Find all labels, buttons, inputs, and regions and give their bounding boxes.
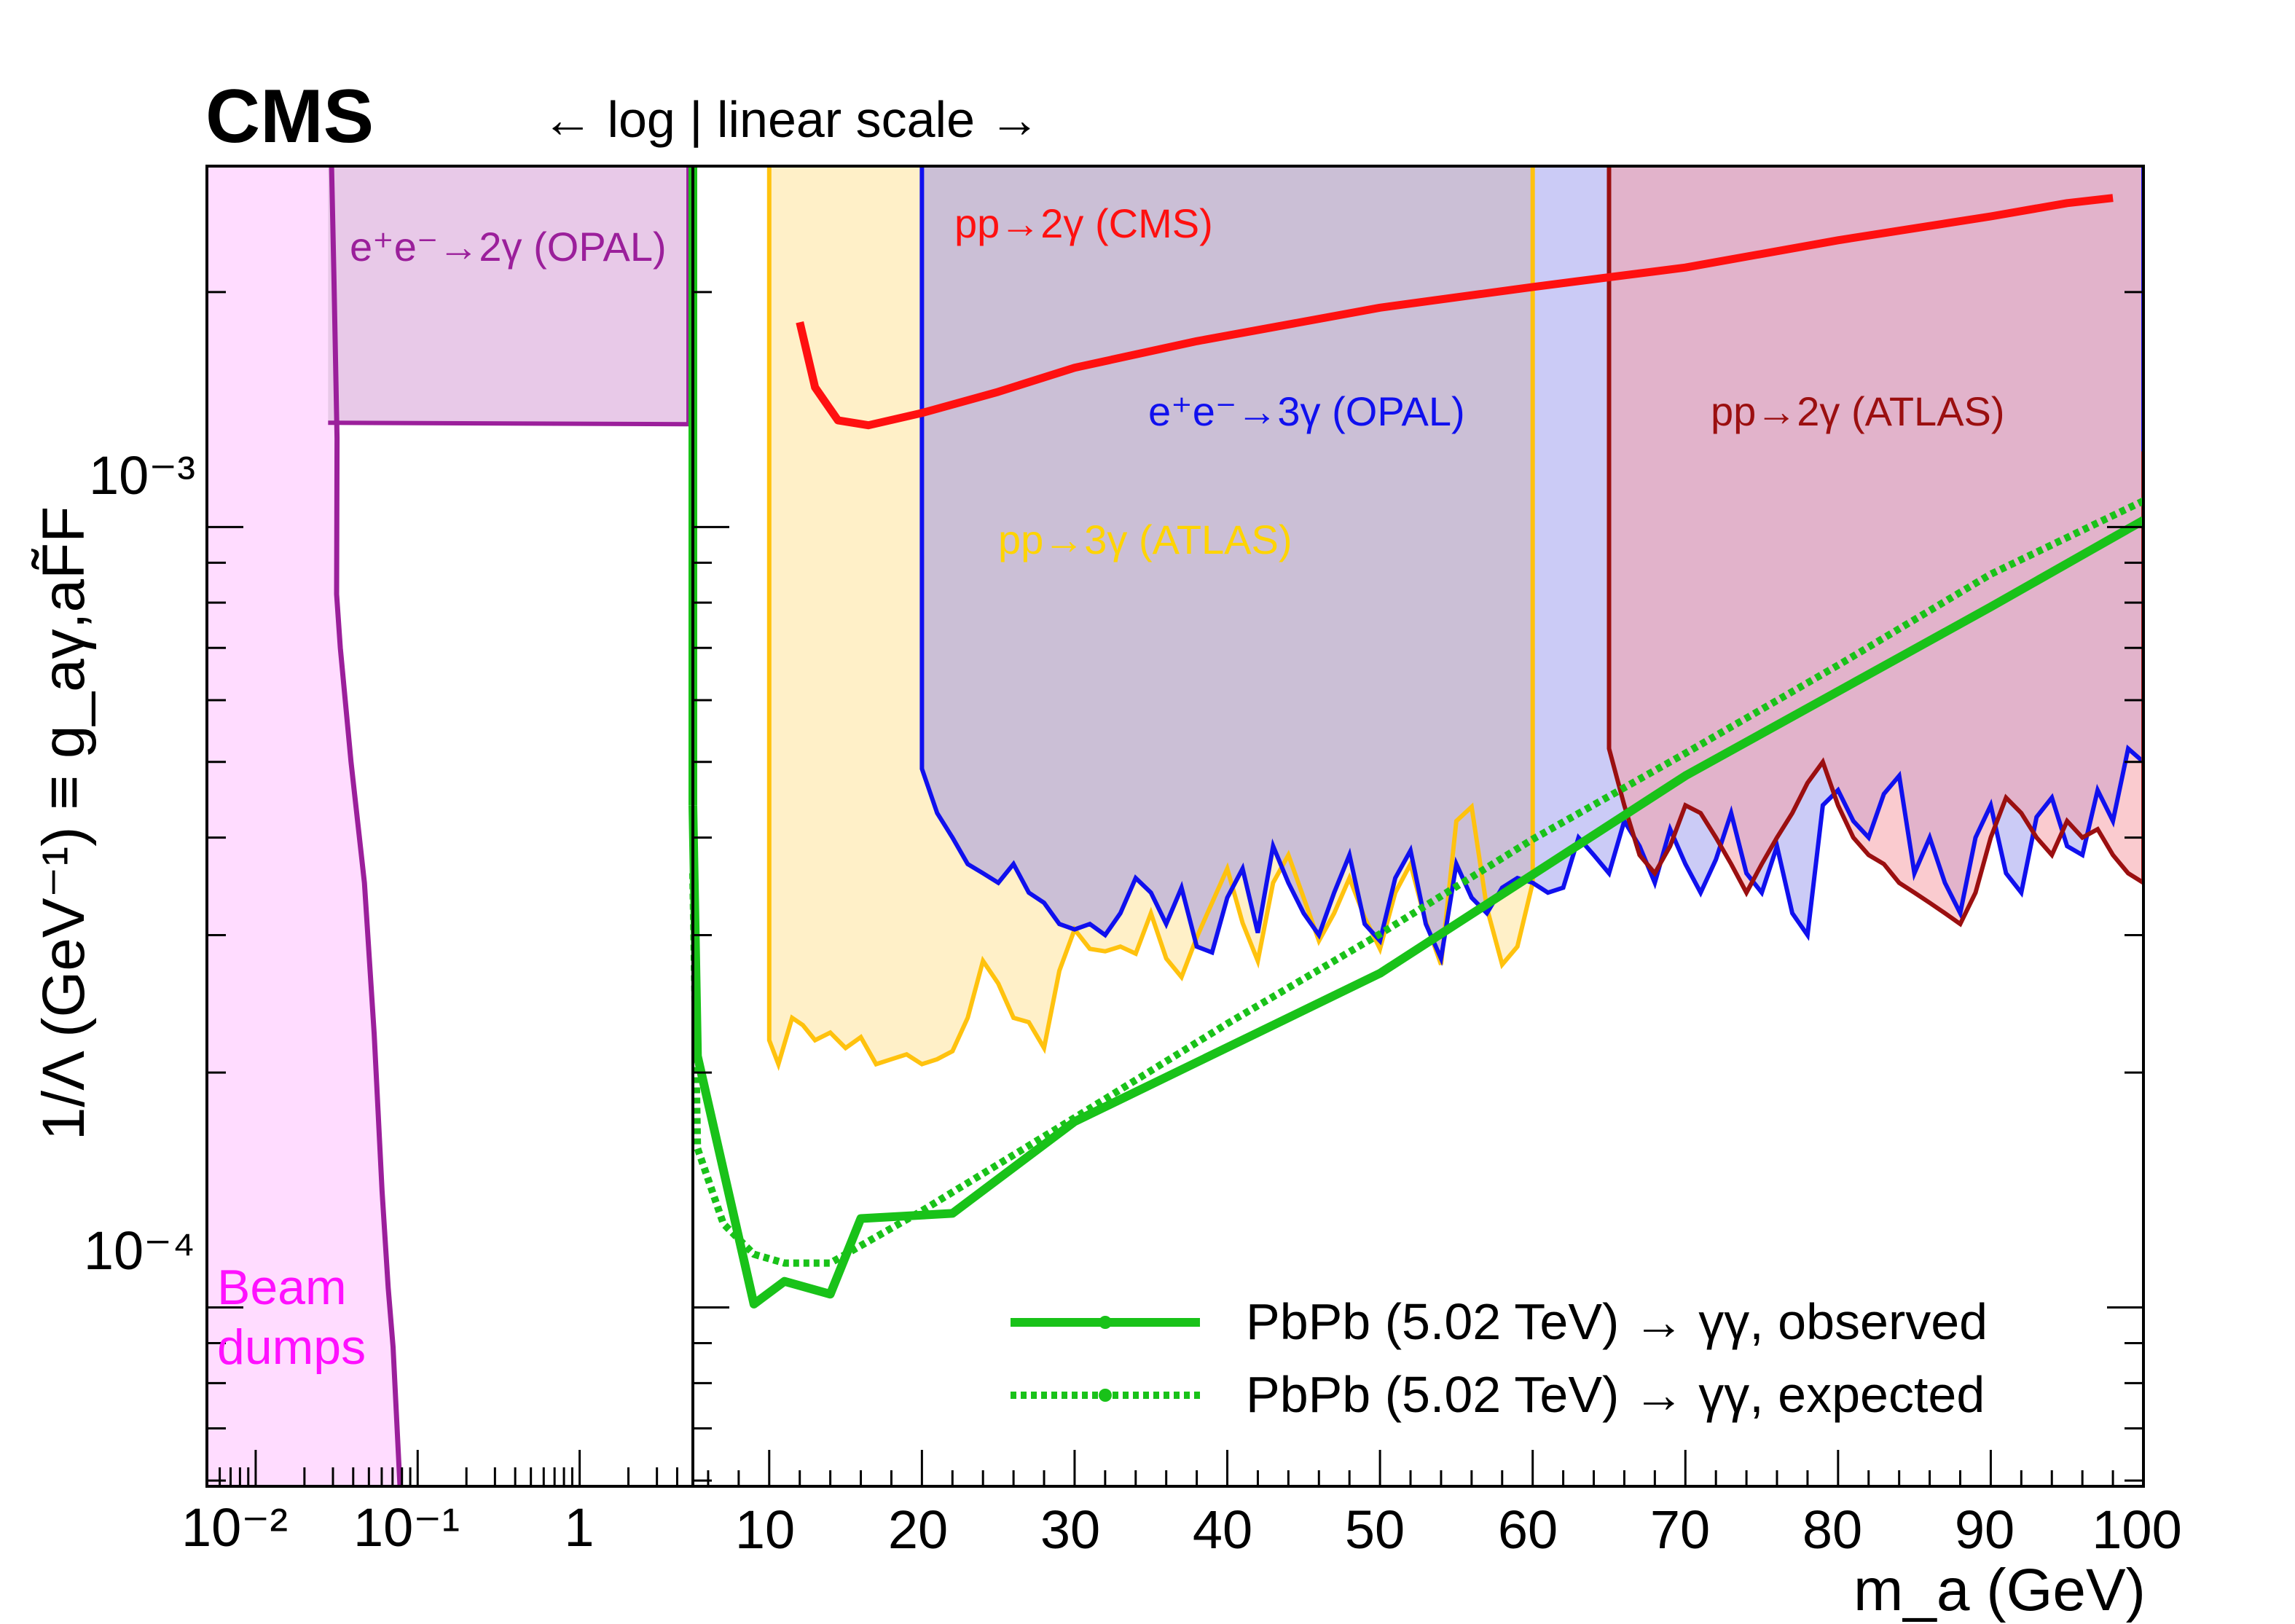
legend-marker-expected bbox=[1099, 1389, 1112, 1402]
excluded-regions bbox=[207, 166, 2143, 1486]
atlas-3gamma-curve bbox=[766, 166, 1535, 1071]
scale-note: ← log | linear scale → bbox=[542, 91, 1040, 148]
atlas-2gamma-curve bbox=[1606, 166, 2143, 927]
annotation-atlas-2gamma: pp→2γ (ATLAS) bbox=[1711, 388, 2005, 434]
axis-ticks bbox=[205, 291, 2145, 1486]
opal-3gamma-curve bbox=[919, 166, 2143, 966]
x-tick-label-10: 10 bbox=[735, 1499, 795, 1560]
y-axis-title: 1/Λ (GeV⁻¹) ≡ g_aγ,aF̃F bbox=[31, 506, 97, 1141]
x-tick-label-log-2: 1 bbox=[564, 1497, 594, 1558]
atlas-2gamma-fill bbox=[1609, 166, 2143, 925]
experiment-label: CMS bbox=[205, 74, 374, 159]
x-axis-title: m_a (GeV) bbox=[1853, 1557, 2146, 1623]
y-tick-label-1e-3: 10⁻³ bbox=[89, 445, 195, 506]
annotation-atlas-3gamma: pp→3γ (ATLAS) bbox=[998, 517, 1292, 562]
x-tick-label-20: 20 bbox=[888, 1499, 948, 1560]
annotation-opal-3gamma: e⁺e⁻→3γ (OPAL) bbox=[1148, 388, 1465, 434]
cms-2gamma-curve bbox=[796, 194, 2114, 430]
legend-marker-observed bbox=[1099, 1316, 1112, 1329]
x-tick-label-50: 50 bbox=[1345, 1499, 1405, 1560]
annotation-opal-2gamma: e⁺e⁻→2γ (OPAL) bbox=[350, 224, 667, 270]
beam-dumps-curve bbox=[329, 166, 403, 1486]
x-tick-label-log-1: 10⁻¹ bbox=[353, 1497, 460, 1558]
x-tick-label-80: 80 bbox=[1802, 1499, 1862, 1560]
x-tick-label-40: 40 bbox=[1193, 1499, 1252, 1560]
x-tick-label-100: 100 bbox=[2092, 1499, 2181, 1560]
legend: PbPb (5.02 TeV) → γγ, observed PbPb (5.0… bbox=[1011, 1293, 1988, 1423]
x-tick-label-90: 90 bbox=[1955, 1499, 2014, 1560]
pbpb-observed-curve bbox=[688, 516, 2143, 1309]
opal-2gamma-fill bbox=[328, 166, 693, 423]
plot-frame bbox=[205, 165, 2145, 1488]
x-tick-label-70: 70 bbox=[1650, 1499, 1710, 1560]
annotation-beam-dumps: Beam dumps bbox=[217, 1260, 366, 1375]
beam-dumps-fill bbox=[207, 166, 400, 1486]
legend-label-observed: PbPb (5.02 TeV) → γγ, observed bbox=[1246, 1293, 1988, 1350]
x-tick-label-30: 30 bbox=[1040, 1499, 1100, 1560]
limit-curves bbox=[328, 166, 2143, 1486]
legend-label-expected: PbPb (5.02 TeV) → γγ, expected bbox=[1246, 1366, 1985, 1423]
annotation-cms-2gamma: pp→2γ (CMS) bbox=[954, 200, 1213, 246]
y-tick-label-1e-4: 10⁻⁴ bbox=[84, 1220, 195, 1281]
x-tick-label-log-0: 10⁻² bbox=[181, 1497, 288, 1558]
x-tick-label-60: 60 bbox=[1498, 1499, 1558, 1560]
